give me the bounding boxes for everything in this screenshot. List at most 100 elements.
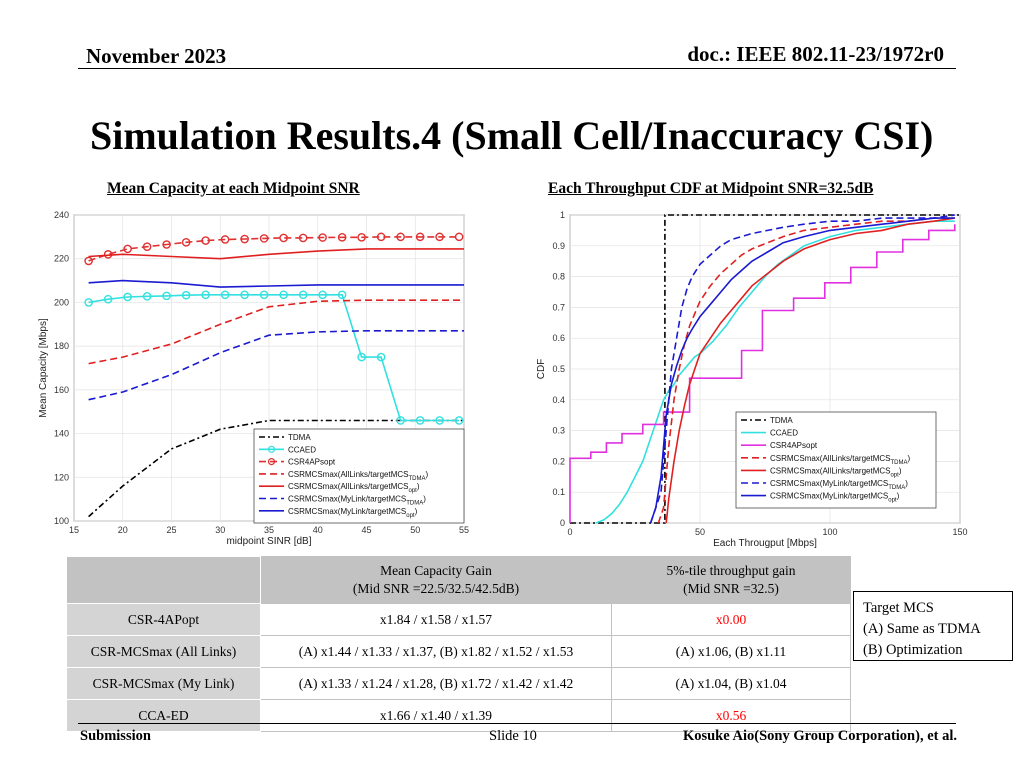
y-tick-label: 0.7 bbox=[552, 302, 565, 312]
y-tick-label: 0.4 bbox=[552, 395, 565, 405]
data-point bbox=[123, 292, 132, 302]
y-tick-label: 180 bbox=[54, 341, 69, 351]
header-line: (Mid SNR =22.5/32.5/42.5dB) bbox=[352, 581, 520, 596]
y-tick-label: 200 bbox=[54, 297, 69, 307]
note-title: Target MCS bbox=[863, 600, 934, 616]
y-tick-label: 120 bbox=[54, 472, 69, 482]
series-line bbox=[595, 220, 955, 524]
data-point bbox=[181, 238, 191, 247]
y-tick-label: 0.6 bbox=[552, 333, 565, 343]
series-line bbox=[88, 299, 464, 365]
x-tick-label: 20 bbox=[118, 525, 128, 535]
x-tick-label: 30 bbox=[215, 525, 225, 535]
series-line bbox=[665, 217, 955, 524]
table-row: CSR-MCSmax (My Link) (A) x1.33 / x1.24 /… bbox=[66, 667, 851, 700]
y-axis-label: CDF bbox=[536, 359, 547, 380]
data-point bbox=[337, 290, 347, 300]
data-point bbox=[396, 232, 405, 242]
data-point bbox=[415, 416, 425, 425]
data-point bbox=[298, 290, 308, 300]
y-tick-label: 0.5 bbox=[552, 364, 565, 374]
throughput-cdf-chart: 0 50 100 150 0 0.1 0.2 0.3 0.4 0.5 0.6 0.7 0.8 0.9 1 Ea… bbox=[536, 210, 968, 549]
data-point bbox=[259, 290, 269, 300]
footer-submission: Submission bbox=[80, 728, 151, 744]
y-tick-label: 1 bbox=[560, 210, 565, 220]
data-point bbox=[240, 234, 249, 244]
x-axis-label: midpoint SINR [dB] bbox=[226, 536, 311, 547]
row-label: CSR-MCSmax (My Link) bbox=[66, 667, 261, 700]
legend-label: CSRMCSmax(MyLink/targetMCSopt) bbox=[288, 507, 418, 519]
data-point bbox=[142, 292, 152, 301]
row-label: CSR-MCSmax (All Links) bbox=[66, 635, 261, 668]
header-date: November 2023 bbox=[86, 44, 227, 68]
table-header-cell: Mean Capacity Gain (Mid SNR =22.5/32.5/4… bbox=[260, 556, 612, 604]
y-axis-label: Mean Capacity [Mbps] bbox=[38, 318, 49, 418]
mean-capacity-chart: 15 20 25 30 35 40 45 50 55 100 120 140 160 180 200 220 2… bbox=[38, 210, 469, 547]
data-point bbox=[103, 294, 113, 304]
y-tick-label: 0.3 bbox=[552, 426, 565, 436]
data-point bbox=[259, 234, 269, 243]
row-label: CSR-4APopt bbox=[66, 603, 261, 636]
x-tick-label: 15 bbox=[69, 525, 79, 535]
y-tick-label: 0.9 bbox=[552, 241, 565, 251]
footer-rule bbox=[78, 723, 956, 724]
slide-title: Simulation Results.4 (Small Cell/Inaccur… bbox=[90, 113, 934, 158]
data-point bbox=[279, 290, 288, 300]
y-tick-label: 240 bbox=[54, 210, 69, 220]
header-doc-id: doc.: IEEE 802.11-23/1972r0 bbox=[687, 42, 944, 66]
x-tick-label: 150 bbox=[952, 527, 967, 537]
data-point bbox=[415, 232, 425, 242]
data-point bbox=[454, 232, 464, 242]
x-tick-label: 0 bbox=[567, 527, 572, 537]
legend-label: CSR4APsopt bbox=[770, 441, 818, 450]
table-cell: (A) x1.44 / x1.33 / x1.37, (B) x1.82 / x… bbox=[260, 635, 612, 668]
x-axis-label: Each Througput [Mbps] bbox=[713, 538, 817, 549]
table-cell: (A) x1.06, (B) x1.11 bbox=[611, 635, 851, 668]
data-point bbox=[376, 232, 386, 242]
data-point bbox=[220, 290, 230, 300]
note-option-a: (A) Same as TDMA bbox=[863, 621, 981, 637]
x-tick-label: 40 bbox=[313, 525, 323, 535]
series-line bbox=[88, 248, 464, 260]
series-line bbox=[649, 217, 955, 524]
series-line bbox=[657, 217, 955, 524]
data-point bbox=[357, 232, 366, 242]
results-table: Mean Capacity Gain (Mid SNR =22.5/32.5/4… bbox=[66, 556, 851, 732]
header-line: 5%-tile throughput gain bbox=[666, 563, 796, 578]
right-chart-subtitle: Each Throughput CDF at Midpoint SNR=32.5… bbox=[548, 180, 874, 197]
data-point bbox=[162, 240, 171, 249]
data-point bbox=[435, 416, 444, 425]
data-point bbox=[162, 291, 171, 301]
data-point bbox=[376, 352, 386, 362]
data-point bbox=[318, 233, 327, 242]
table-row: CSR-4APopt x1.84 / x1.58 / x1.57 x0.00 bbox=[66, 603, 851, 636]
x-tick-label: 50 bbox=[410, 525, 420, 535]
legend-marker bbox=[267, 458, 276, 466]
data-point bbox=[84, 256, 93, 266]
table-row: CSR-MCSmax (All Links) (A) x1.44 / x1.33… bbox=[66, 635, 851, 668]
legend-label: CCAED bbox=[288, 445, 316, 454]
legend-label: TDMA bbox=[770, 416, 793, 425]
data-point bbox=[435, 232, 444, 242]
legend-label: CSR4APsopt bbox=[288, 458, 336, 467]
data-point bbox=[123, 244, 132, 254]
left-chart-subtitle: Mean Capacity at each Midpoint SNR bbox=[107, 180, 360, 197]
y-tick-label: 0.8 bbox=[552, 272, 565, 282]
header-rule bbox=[78, 68, 956, 69]
data-point bbox=[357, 352, 366, 362]
data-point bbox=[337, 232, 347, 242]
footer-slide-number: Slide 10 bbox=[489, 728, 537, 744]
x-tick-label: 55 bbox=[459, 525, 469, 535]
target-mcs-note: Target MCS (A) Same as TDMA (B) Optimiza… bbox=[853, 591, 1013, 661]
table-cell: x0.56 bbox=[611, 699, 851, 732]
y-tick-label: 0.1 bbox=[552, 487, 565, 497]
legend-box bbox=[735, 411, 937, 509]
header-line: Mean Capacity Gain bbox=[380, 563, 492, 578]
footer-author: Kosuke Aio(Sony Group Corporation), et a… bbox=[682, 728, 957, 744]
table-header-row: Mean Capacity Gain (Mid SNR =22.5/32.5/4… bbox=[66, 556, 851, 604]
series-line bbox=[88, 279, 464, 288]
y-tick-label: 160 bbox=[54, 385, 69, 395]
legend-label: CSRMCSmax(MyLink/targetMCSopt) bbox=[770, 492, 900, 504]
legend-label: CSRMCSmax(AllLinks/targetMCSopt) bbox=[770, 466, 902, 478]
row-label: CCA-ED bbox=[66, 699, 261, 732]
